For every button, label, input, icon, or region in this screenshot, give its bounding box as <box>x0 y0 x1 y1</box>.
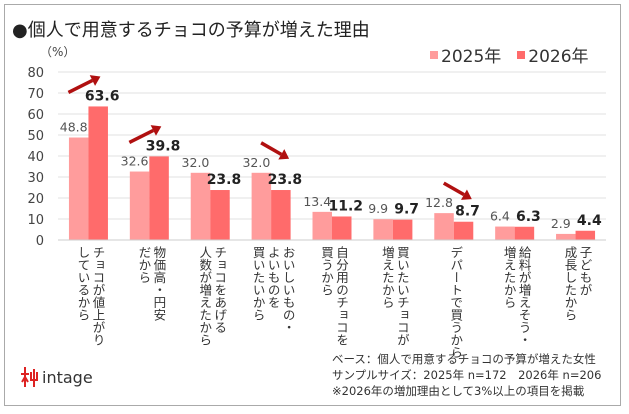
data-label: 11.2 <box>328 198 363 214</box>
bar-2025年 <box>68 137 89 240</box>
x-tick-label-line: よいものを <box>265 246 281 309</box>
frame <box>4 4 621 406</box>
x-tick-label-line: 人数が増えたから <box>197 246 213 346</box>
y-tick-label: 20 <box>27 192 44 207</box>
x-tick-label: 子どもが 成長したから <box>563 246 593 321</box>
x-tick-label-line: チョコをあげる <box>212 246 228 334</box>
data-label: 48.8 <box>60 120 88 135</box>
x-tick-label-line: チョコが値上がり <box>90 246 106 346</box>
trend-arrow-up-icon <box>128 128 155 144</box>
bar-2026年 <box>332 216 352 240</box>
bar-2025年 <box>556 233 576 240</box>
x-tick-label-line: 物価高・円安 <box>151 246 167 321</box>
x-tick-label: デパートで買うから <box>448 246 463 359</box>
bar-2025年 <box>190 172 211 240</box>
data-label: 8.7 <box>455 204 480 220</box>
x-tick-label-line: だから <box>136 246 152 284</box>
y-tick-label: 40 <box>27 150 44 165</box>
logo-text: intage <box>42 367 93 387</box>
y-tick-label: 80 <box>27 66 44 81</box>
bar-2025年 <box>251 172 272 240</box>
bar-2026年 <box>88 106 108 240</box>
data-label: 12.8 <box>425 195 453 210</box>
y-tick-label: 10 <box>27 213 44 228</box>
y-tick-label: 0 <box>36 234 44 249</box>
x-tick-label-line: 買いたいから <box>250 246 266 321</box>
legend-item-2025: 2025年 <box>430 42 501 67</box>
x-tick-label: 自分用のチョコを 買うから <box>319 246 349 346</box>
data-label: 13.4 <box>303 194 331 209</box>
x-tick-label: チョコが値上がり しているから <box>75 246 105 346</box>
x-tick-label: おいしいもの・ よいものを 買いたいから <box>251 246 296 334</box>
x-tick-label-line: 買うから <box>319 246 334 296</box>
y-tick-label: 60 <box>27 108 44 123</box>
y-tick-label: 50 <box>27 129 44 144</box>
intage-logo: intage <box>20 366 93 388</box>
x-tick-label: チョコをあげる 人数が増えたから <box>197 246 227 346</box>
x-tick-label-line: 増えたから <box>379 246 395 309</box>
x-tick-label: 買いたいチョコが 増えたから <box>380 246 410 346</box>
x-tick-label-line: デパートで買うから <box>448 246 464 359</box>
trend-arrow-down-icon <box>260 141 283 156</box>
note-sample-size: サンプルサイズ：2025年 n=172 2026年 n=206 <box>332 368 602 382</box>
data-label: 32.0 <box>182 155 210 170</box>
trend-arrow-down-icon <box>442 181 465 197</box>
x-tick-label-line: 自分用のチョコを <box>334 246 349 346</box>
data-label: 9.7 <box>394 202 419 218</box>
data-label: 23.8 <box>207 172 242 188</box>
data-label: 39.8 <box>146 138 181 154</box>
bar-2026年 <box>210 190 230 240</box>
bar-2025年 <box>129 171 150 240</box>
legend-label-2025: 2025年 <box>441 47 502 67</box>
trend-arrowhead-icon <box>150 125 162 136</box>
bar-2026年 <box>392 219 413 240</box>
x-tick-label-line: 増えたから <box>501 246 517 309</box>
legend-swatch-2026 <box>517 50 526 59</box>
legend-item-2026: 2026年 <box>517 42 589 67</box>
y-axis-unit: （%） <box>40 45 76 59</box>
x-tick-label: 物価高・円安 だから <box>136 246 166 321</box>
bar-2025年 <box>434 213 454 240</box>
trend-arrowhead-icon <box>460 189 472 200</box>
legend: 2025年 2026年 <box>430 42 589 67</box>
y-tick-label: 30 <box>27 171 44 186</box>
x-tick-label-line: 成長したから <box>562 246 578 321</box>
x-tick-label-line: 給料が増えそう・ <box>516 246 532 346</box>
trend-arrowhead-icon <box>89 75 101 86</box>
bar-2026年 <box>271 190 291 240</box>
data-label: 32.0 <box>242 155 270 170</box>
bar-2025年 <box>312 211 332 240</box>
y-tick-label: 70 <box>27 87 44 102</box>
trend-arrowhead-icon <box>278 149 290 160</box>
data-label: 6.3 <box>516 209 541 225</box>
footnotes: ベース：個人で用意するチョコの予算が増えた女性 サンプルサイズ：2025年 n=… <box>332 351 601 399</box>
bar-2025年 <box>495 226 515 240</box>
intage-logo-mark-icon <box>21 367 38 387</box>
data-label: 4.4 <box>577 213 602 229</box>
data-label: 2.9 <box>551 216 571 231</box>
bar-2026年 <box>514 226 535 240</box>
note-criteria: ※2026年の増加理由として3%以上の項目を掲載 <box>332 384 585 398</box>
x-tick-label: 給料が増えそう・ 増えたから <box>502 246 532 346</box>
bar-2026年 <box>575 230 596 240</box>
x-tick-label-line: 子どもが <box>577 246 593 296</box>
bar-2026年 <box>149 156 169 240</box>
legend-label-2026: 2026年 <box>528 47 589 67</box>
data-label: 6.4 <box>490 209 510 224</box>
bar-2025年 <box>373 219 393 240</box>
x-tick-label-line: 買いたいチョコが <box>394 246 410 346</box>
note-base: ベース：個人で用意するチョコの予算が増えた女性 <box>332 352 596 366</box>
x-tick-label-line: おいしいもの・ <box>280 246 296 334</box>
data-label: 9.9 <box>368 201 388 216</box>
bar-2026年 <box>453 221 474 240</box>
data-label: 32.6 <box>121 154 149 169</box>
x-tick-label-line: しているから <box>75 246 91 321</box>
trend-arrow-up-icon <box>67 78 94 95</box>
legend-swatch-2025 <box>430 50 438 59</box>
data-label: 23.8 <box>268 172 303 188</box>
data-label: 63.6 <box>85 88 120 104</box>
chart-title: ●個人で用意するチョコの予算が増えた理由 <box>12 20 370 41</box>
